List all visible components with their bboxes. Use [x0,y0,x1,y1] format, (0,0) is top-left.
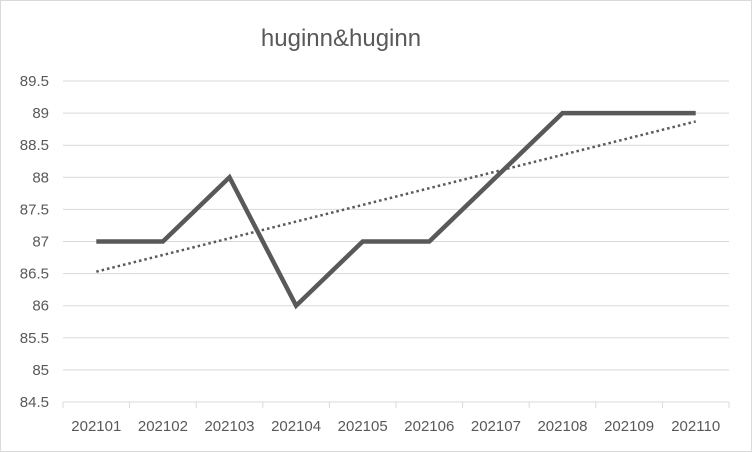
trendline-path [95,120,697,273]
y-tick-label: 86 [32,298,49,315]
gridlines [63,80,729,371]
y-tick-label: 89.5 [20,73,49,90]
y-tick-label: 84.5 [20,394,49,411]
series-line [96,110,696,310]
x-tick-label: 202110 [671,418,720,435]
y-tick-label: 88.5 [20,137,49,154]
y-axis-tick-labels: 84.5 85 85.5 86 86.5 87 87.5 88 88.5 89 89.5 [20,73,49,411]
x-tick-label: 202105 [338,418,388,435]
y-tick-label: 85 [32,362,49,379]
chart-title: huginn&huginn [261,25,421,52]
x-tick-label: 202106 [404,418,454,435]
x-tick-label: 202103 [204,418,254,435]
x-tick-label: 202104 [271,418,321,435]
y-tick-label: 86.5 [20,266,49,283]
y-tick-label: 85.5 [20,330,49,347]
y-tick-label: 88 [32,169,49,186]
y-tick-label: 87.5 [20,201,49,218]
x-tick-label: 202109 [604,418,654,435]
y-tick-label: 89 [32,105,49,122]
x-tick-label: 202101 [71,418,121,435]
x-tick-label: 202102 [138,418,188,435]
x-tick-label: 202108 [537,418,587,435]
series-lines [96,110,696,310]
y-tick-label: 87 [32,234,49,251]
x-tick-label: 202107 [471,418,521,435]
trendline [95,120,697,273]
x-axis [62,401,730,408]
x-axis-tick-labels: 202101 202102 202103 202104 202105 202106 2021… [71,418,720,435]
